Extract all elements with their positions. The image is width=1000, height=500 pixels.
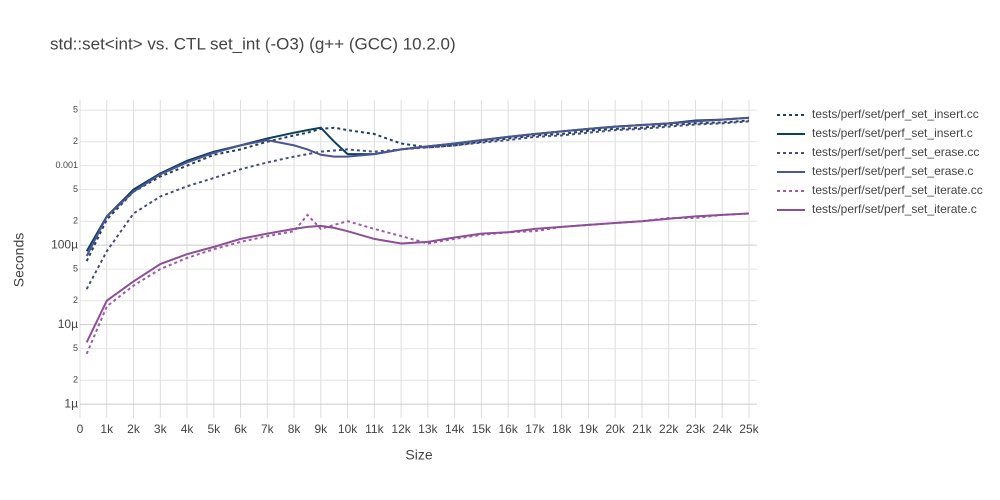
y-tick-label: 2	[73, 295, 78, 305]
x-tick-label: 19k	[579, 422, 599, 436]
x-tick-label: 9k	[314, 422, 328, 436]
x-tick-label: 16k	[498, 422, 518, 436]
y-tick-label: 2	[73, 216, 78, 226]
series-line	[85, 120, 750, 290]
x-tick-label: 7k	[261, 422, 275, 436]
y-tick-label: 2	[73, 375, 78, 385]
legend-label: tests/perf/set/perf_set_insert.c	[812, 126, 973, 140]
x-tick-label: 22k	[659, 422, 679, 436]
y-axis-label: Seconds	[11, 233, 27, 287]
y-tick-label: 10µ	[58, 317, 78, 331]
x-tick-label: 2k	[127, 422, 141, 436]
x-tick-label: 3k	[154, 422, 168, 436]
series-line	[85, 212, 750, 355]
y-tick-label: 5	[73, 104, 78, 114]
x-tick-label: 20k	[605, 422, 625, 436]
chart-title: std::set<int> vs. CTL set_int (-O3) (g++…	[50, 34, 456, 53]
series-line	[85, 116, 750, 252]
series-line	[85, 119, 750, 262]
y-tick-label: 1µ	[64, 396, 78, 410]
x-tick-label: 8k	[288, 422, 302, 436]
x-tick-label: 11k	[365, 422, 384, 436]
series-line	[85, 116, 750, 257]
y-tick-label: 100µ	[51, 237, 78, 251]
x-tick-label: 4k	[181, 422, 195, 436]
x-tick-label: 13k	[418, 422, 438, 436]
x-axis-label: Size	[405, 447, 432, 463]
legend-label: tests/perf/set/perf_set_erase.c	[812, 164, 973, 178]
y-tick-label: 2	[73, 136, 78, 146]
x-tick-label: 0	[77, 422, 84, 436]
legend-label: tests/perf/set/perf_set_iterate.cc	[812, 183, 983, 197]
x-tick-label: 5k	[207, 422, 221, 436]
x-tick-label: 24k	[713, 422, 733, 436]
x-tick-label: 17k	[525, 422, 545, 436]
y-tick-label: 5	[73, 343, 78, 353]
x-tick-label: 25k	[739, 422, 759, 436]
x-tick-label: 21k	[632, 422, 652, 436]
legend-label: tests/perf/set/perf_set_erase.cc	[812, 145, 979, 159]
x-tick-label: 12k	[391, 422, 411, 436]
x-tick-label: 23k	[686, 422, 706, 436]
x-tick-label: 15k	[472, 422, 492, 436]
y-tick-label: 0.001	[55, 160, 78, 170]
y-tick-label: 5	[73, 263, 78, 273]
y-tick-label: 5	[73, 184, 78, 194]
x-tick-label: 10k	[338, 422, 358, 436]
x-tick-label: 14k	[445, 422, 465, 436]
x-tick-label: 18k	[552, 422, 572, 436]
x-tick-label: 1k	[100, 422, 114, 436]
series-line	[85, 212, 750, 343]
x-tick-label: 6k	[234, 422, 248, 436]
legend-label: tests/perf/set/perf_set_insert.cc	[812, 107, 979, 121]
legend-label: tests/perf/set/perf_set_iterate.c	[812, 202, 977, 216]
